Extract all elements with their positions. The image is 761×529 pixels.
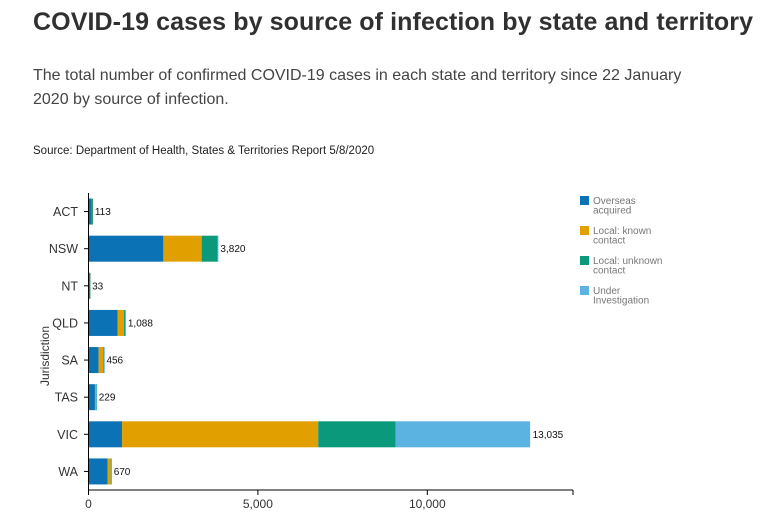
bar-wa-local-unknown-contact (110, 458, 112, 485)
bar-vic-under-investigation (395, 421, 531, 448)
source-note: Source: Department of Health, States & T… (33, 145, 375, 157)
bar-nt-local-unknown-contact (89, 272, 91, 299)
bar-nt-overseas-acquired (88, 272, 90, 299)
chart-subtitle: The total number of confirmed COVID-19 c… (33, 67, 682, 108)
data-label-nsw: 3,820 (220, 244, 245, 255)
chart-title: COVID-19 cases by source of infection by… (33, 8, 754, 36)
y-axis-title-group: Jurisdiction (38, 326, 52, 386)
axes: ACT NSW NT QLD SA TAS VIC WA 0 5,000 10,000 (49, 193, 574, 511)
bar-nsw-under-investigation (217, 235, 219, 262)
bar-vic-local-known-contact (122, 421, 319, 448)
bar-act-local-unknown-contact (92, 198, 94, 225)
bar-sa-overseas-acquired (88, 347, 99, 374)
bar-qld-under-investigation (125, 309, 127, 336)
bar-act-overseas-acquired (88, 198, 92, 225)
y-tick-label-sa: SA (61, 354, 78, 368)
bar-vic-overseas-acquired (88, 421, 123, 448)
bar-tas-local-known-contact (94, 384, 97, 411)
data-label-sa: 456 (106, 356, 123, 367)
legend-label-under-investigation-line-1: Under (593, 286, 621, 297)
bar-tas-overseas-acquired (88, 384, 95, 411)
y-axis-title: Jurisdiction (38, 326, 52, 386)
legend-swatch-under-investigation (580, 286, 589, 295)
bar-qld-overseas-acquired (88, 309, 118, 336)
y-tick-label-wa: WA (58, 465, 78, 479)
bar-sa-local-known-contact (98, 347, 104, 374)
bar-wa-local-known-contact (107, 458, 111, 485)
bar-nsw-local-unknown-contact (201, 235, 218, 262)
legend-swatch-local-known-contact (580, 226, 589, 235)
bar-tas-under-investigation (96, 384, 98, 411)
bar-wa-overseas-acquired (88, 458, 108, 485)
y-tick-label-qld: QLD (52, 316, 78, 330)
legend-swatch-local-unknown-contact (580, 256, 589, 265)
data-label-tas: 229 (99, 393, 116, 404)
data-label-act: 113 (95, 207, 111, 218)
plot-area: 113 3,820 33 1,088 456 229 13,035 670 (88, 198, 564, 485)
legend-swatch-overseas-acquired (580, 196, 589, 205)
x-tick-label-5000: 5,000 (243, 497, 273, 511)
x-tick-label-10000: 10,000 (409, 497, 446, 511)
y-tick-label-act: ACT (53, 205, 78, 219)
legend-label-local-unknown-contact-line-1: Local: unknown (593, 256, 663, 267)
x-tick-label-0: 0 (85, 497, 92, 511)
y-tick-label-vic: VIC (57, 428, 78, 442)
y-tick-label-tas: TAS (55, 391, 78, 405)
bar-sa-local-unknown-contact (103, 347, 105, 374)
bar-nsw-local-known-contact (163, 235, 202, 262)
data-label-vic: 13,035 (533, 430, 564, 441)
bar-vic-local-unknown-contact (318, 421, 396, 448)
y-tick-label-nt: NT (61, 279, 78, 293)
data-label-wa: 670 (114, 467, 131, 478)
bar-qld-local-known-contact (117, 309, 125, 336)
bar-qld-local-unknown-contact (124, 309, 126, 336)
y-tick-label-nsw: NSW (49, 242, 78, 256)
data-label-nt: 33 (92, 281, 104, 292)
bar-nsw-overseas-acquired (88, 235, 164, 262)
bar-wa-under-investigation (111, 458, 112, 485)
legend-label-overseas-acquired-line-1: Overseas (593, 196, 636, 207)
legend-label-overseas-acquired-line-2: acquired (593, 206, 631, 217)
bar-sa-under-investigation (103, 347, 105, 374)
legend-label-local-known-contact-line-2: contact (593, 236, 625, 247)
legend-label-local-known-contact-line-1: Local: known (593, 226, 651, 237)
legend-label-under-investigation-line-2: Investigation (593, 296, 649, 307)
data-label-qld: 1,088 (128, 318, 153, 329)
legend-label-local-unknown-contact-line-2: contact (593, 266, 625, 277)
